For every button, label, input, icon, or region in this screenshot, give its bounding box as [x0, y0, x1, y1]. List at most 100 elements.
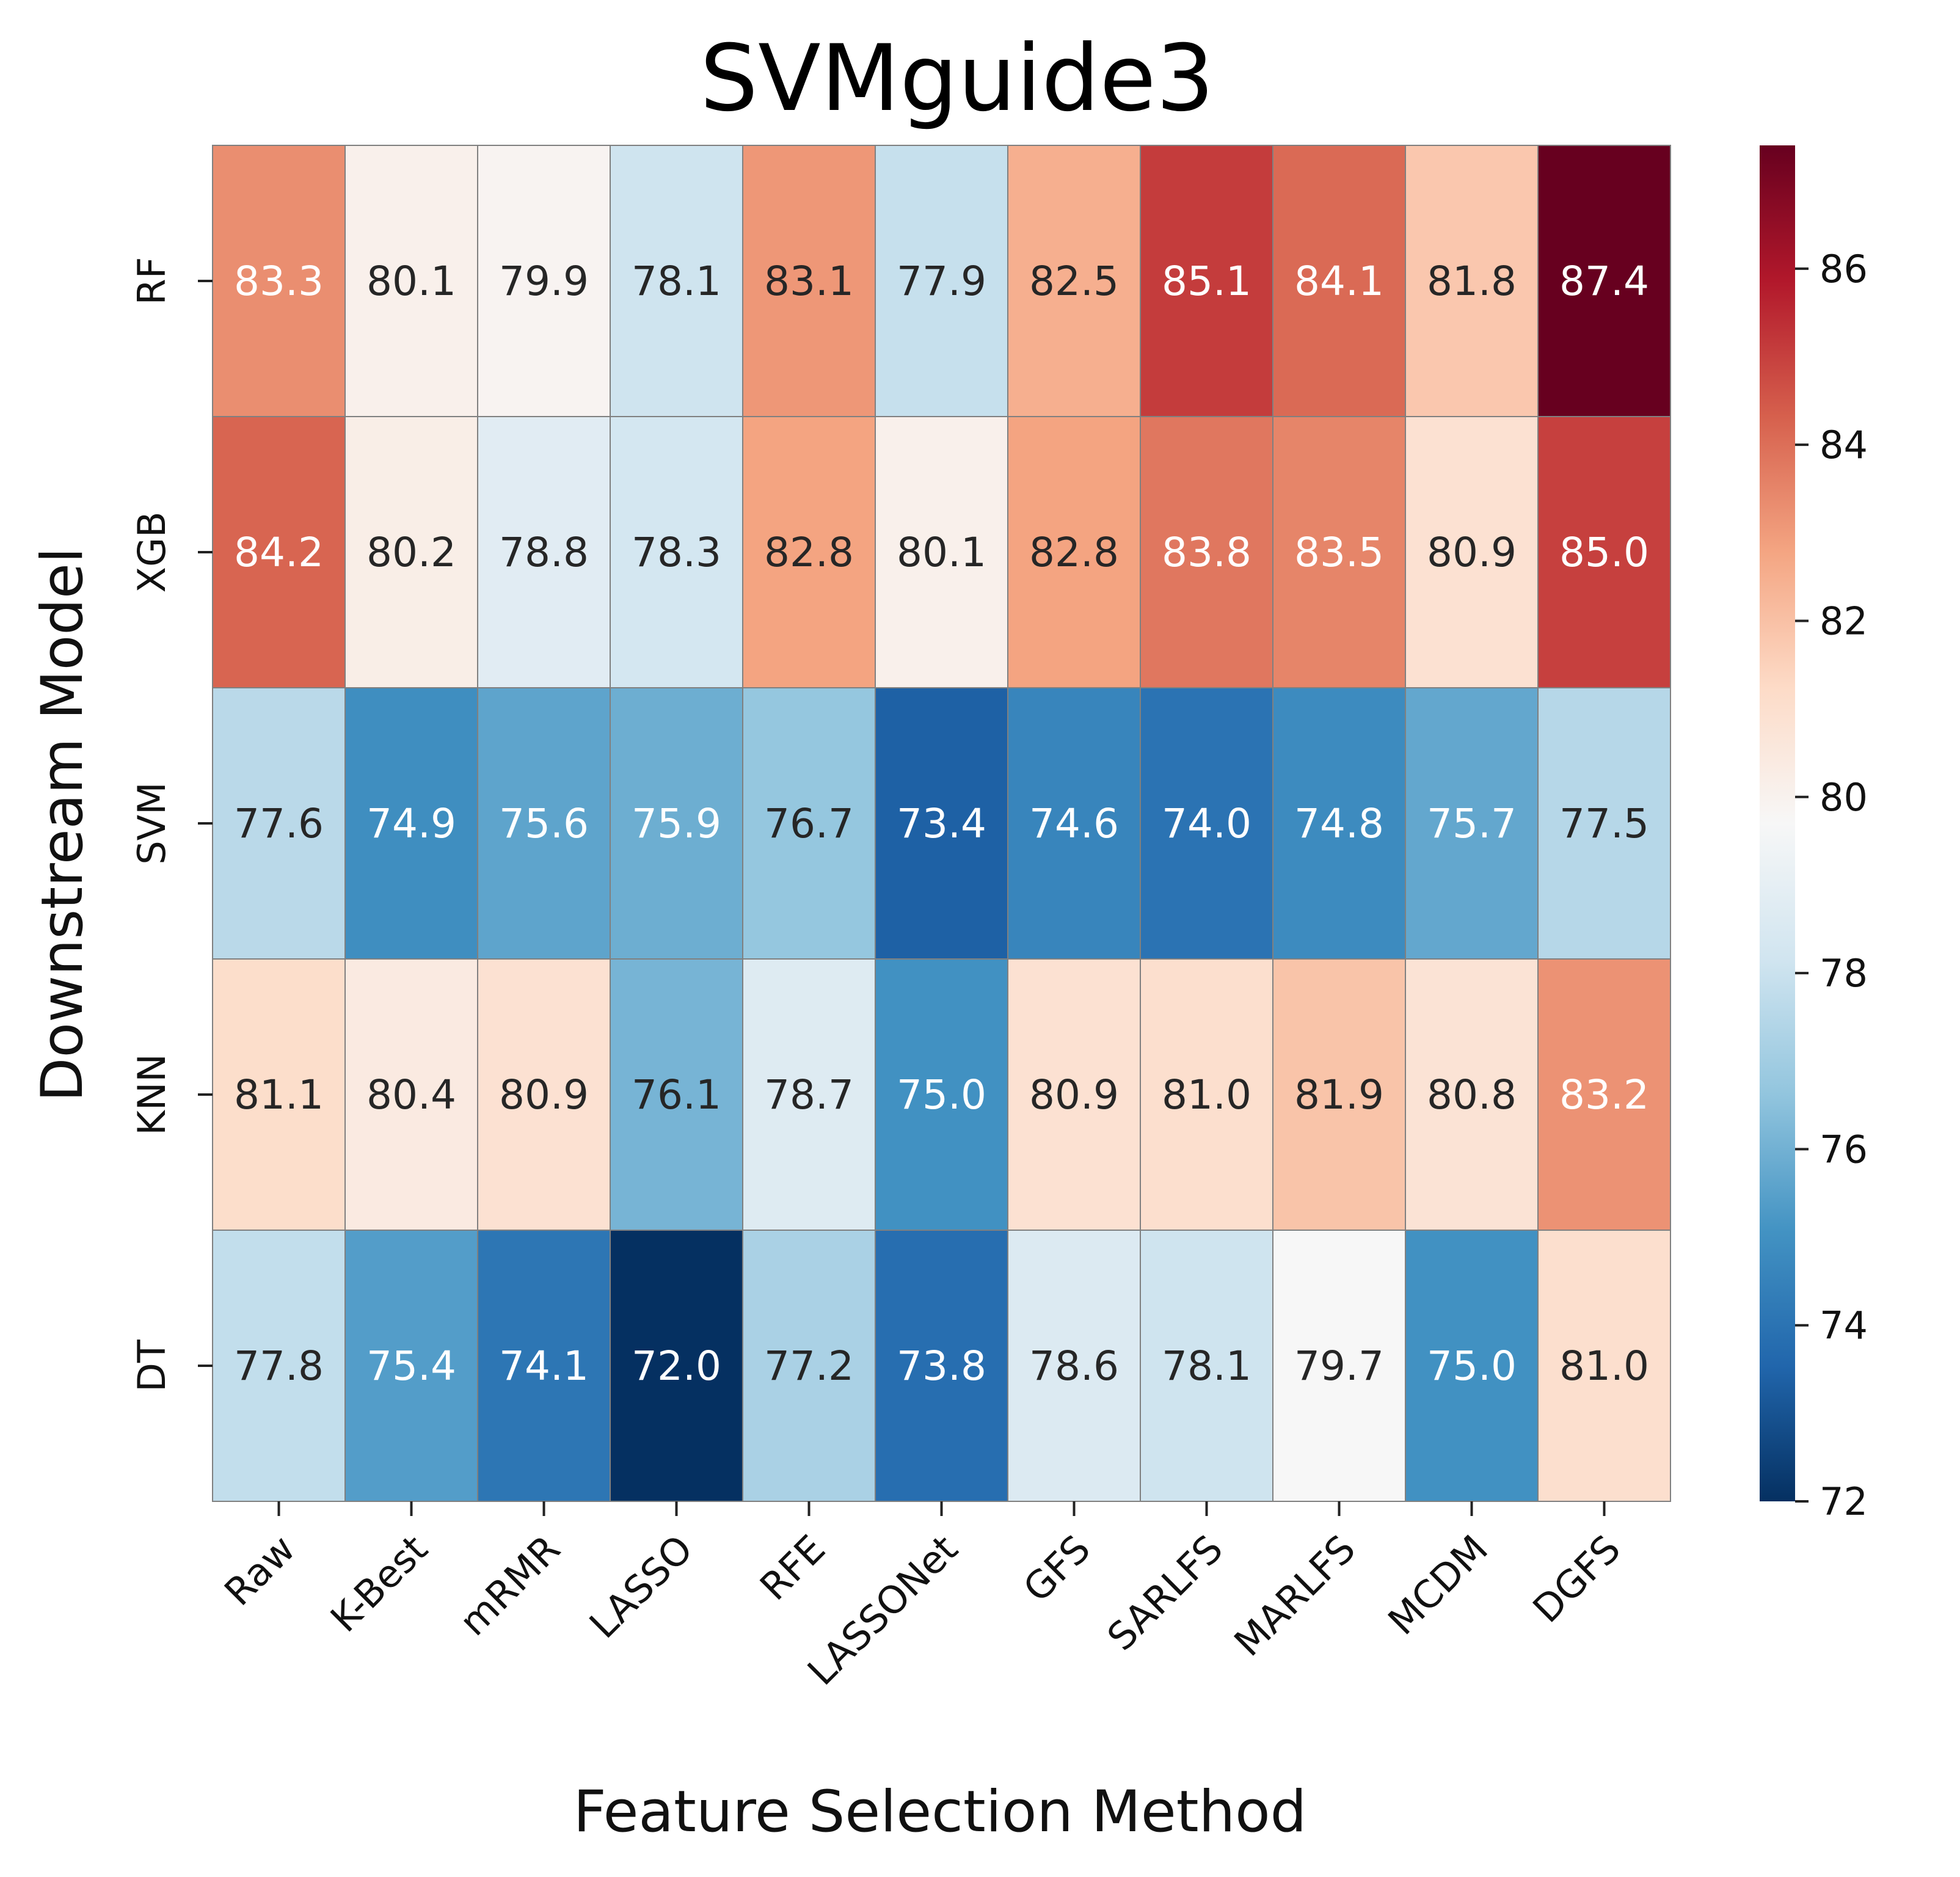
heatmap-cell-label: 74.6 [1029, 800, 1119, 847]
heatmap-cell [610, 958, 743, 1231]
heatmap-cell [742, 145, 876, 417]
heatmap-cell-label: 82.8 [764, 529, 854, 576]
x-tick-label: K-Best [322, 1526, 436, 1641]
heatmap-cell-label: 77.6 [234, 800, 324, 847]
heatmap-cell [1140, 145, 1273, 417]
chart-title: SVMguide3 [700, 26, 1214, 132]
heatmap-cell-label: 80.2 [366, 529, 456, 576]
heatmap-cell [344, 145, 478, 417]
heatmap-cell-label: 80.9 [499, 1071, 589, 1118]
heatmap-cell-label: 84.2 [234, 529, 324, 576]
x-tick-label: MARLFS [1226, 1526, 1364, 1665]
y-tick-label: XGB [129, 511, 174, 592]
heatmap-cell [212, 687, 346, 960]
heatmap-cell-label: 72.0 [632, 1343, 721, 1390]
heatmap-cell-label: 77.9 [897, 258, 986, 305]
heatmap-cell [344, 1230, 478, 1502]
heatmap-cell-label: 79.7 [1294, 1343, 1384, 1390]
heatmap-cell-label: 82.8 [1029, 529, 1119, 576]
heatmap-cell [875, 416, 1008, 688]
heatmap-cell [875, 687, 1008, 960]
y-axis-label: Downstream Model [29, 547, 96, 1102]
colorbar-tick-label: 84 [1820, 423, 1868, 467]
colorbar-tick-label: 74 [1820, 1303, 1868, 1348]
heatmap-cell-label: 78.3 [632, 529, 721, 576]
heatmap-cell-label: 75.7 [1427, 800, 1517, 847]
colorbar-tick-label: 72 [1820, 1479, 1868, 1524]
heatmap-cell [1405, 958, 1539, 1231]
colorbar-tick-label: 78 [1820, 951, 1868, 996]
heatmap-cell-label: 77.8 [234, 1343, 324, 1390]
heatmap-cell-label: 76.1 [632, 1071, 721, 1118]
x-axis-label: Feature Selection Method [574, 1779, 1307, 1845]
heatmap-cell [1405, 145, 1539, 417]
heatmap-cell-label: 78.1 [1162, 1343, 1251, 1390]
heatmap-cell-label: 81.9 [1294, 1071, 1384, 1118]
heatmap-cell-label: 80.1 [366, 258, 456, 305]
colorbar-ticks: 72 74 76 78 80 82 84 86 [1795, 247, 1868, 1524]
heatmap-cell-label: 78.1 [632, 258, 721, 305]
heatmap-cell [1537, 416, 1671, 688]
heatmap-cell-label: 75.6 [499, 800, 589, 847]
heatmap-cell [477, 958, 611, 1231]
heatmap-cell-label: 85.1 [1162, 258, 1251, 305]
heatmap-cell-label: 77.2 [764, 1343, 854, 1390]
heatmap-cell [1537, 1230, 1671, 1502]
heatmap-cell-label: 82.5 [1029, 258, 1119, 305]
heatmap-cell-label: 85.0 [1559, 529, 1649, 576]
y-tick-label: KNN [129, 1054, 174, 1135]
heatmap-cell-label: 80.8 [1427, 1071, 1517, 1118]
heatmap-cell [742, 687, 876, 960]
heatmap-cell [344, 958, 478, 1231]
heatmap-cell-label: 74.9 [366, 800, 456, 847]
heatmap-cell [477, 145, 611, 417]
heatmap-cell-label: 77.5 [1559, 800, 1649, 847]
x-tick-label: SARLFS [1099, 1526, 1231, 1659]
heatmap-cell-label: 87.4 [1559, 258, 1649, 305]
heatmap-cell-label: 75.0 [897, 1071, 986, 1118]
heatmap-cell-label: 81.1 [234, 1071, 324, 1118]
heatmap-cell [742, 958, 876, 1231]
heatmap-cell [742, 416, 876, 688]
heatmap-cell [1007, 145, 1141, 417]
heatmap-cell-label: 83.8 [1162, 529, 1251, 576]
y-axis-ticks: RF XGB SVM KNN DT [129, 257, 213, 1392]
heatmap-cell [1537, 958, 1671, 1231]
heatmap-cell [477, 1230, 611, 1502]
heatmap-cell [212, 416, 346, 688]
x-tick-label: RFE [751, 1526, 834, 1609]
heatmap-cell [610, 145, 743, 417]
heatmap-cell-label: 78.8 [499, 529, 589, 576]
heatmap-cell [1007, 687, 1141, 960]
heatmap-cell [1140, 416, 1273, 688]
y-tick-label: SVM [129, 782, 174, 864]
heatmap-cell [875, 145, 1008, 417]
heatmap-cell [477, 687, 611, 960]
heatmap-cell [610, 1230, 743, 1502]
heatmap-cell [875, 958, 1008, 1231]
heatmap-cell-label: 74.8 [1294, 800, 1384, 847]
x-tick-label: GFS [1015, 1526, 1099, 1611]
heatmap-cell-label: 83.1 [764, 258, 854, 305]
heatmap-cell-label: 81.0 [1162, 1071, 1251, 1118]
heatmap-cell [1272, 958, 1406, 1231]
heatmap-cell [875, 1230, 1008, 1502]
heatmap-cell-label: 73.4 [897, 800, 986, 847]
heatmap-cell [1405, 416, 1539, 688]
heatmap-cell [1007, 1230, 1141, 1502]
heatmap-cell [1537, 687, 1671, 960]
heatmap-cell-label: 83.5 [1294, 529, 1384, 576]
heatmap-cell-label: 79.9 [499, 258, 589, 305]
heatmap-cell-label: 84.1 [1294, 258, 1384, 305]
colorbar [1760, 145, 1795, 1501]
heatmap-cell-label: 83.3 [234, 258, 324, 305]
heatmap-cell [477, 416, 611, 688]
x-tick-label: mRMR [451, 1526, 569, 1644]
heatmap-cell [212, 958, 346, 1231]
colorbar-tick-label: 76 [1820, 1127, 1868, 1172]
heatmap-cell [1007, 416, 1141, 688]
y-tick-label: DT [129, 1339, 174, 1392]
heatmap-cell [742, 1230, 876, 1502]
colorbar-tick-label: 86 [1820, 247, 1868, 291]
